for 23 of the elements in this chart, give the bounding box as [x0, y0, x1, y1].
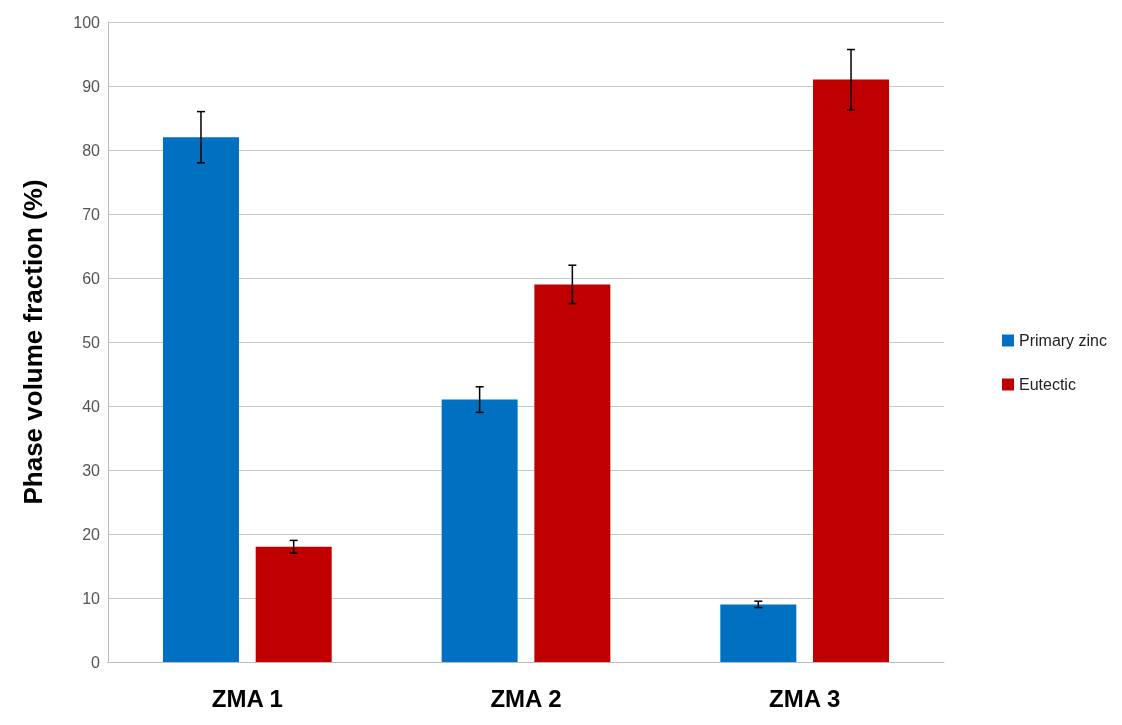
y-tick-label: 20 — [82, 525, 101, 543]
y-axis-title: Phase volume fraction (%) — [18, 179, 48, 505]
bar — [813, 79, 890, 662]
y-tick-label: 60 — [82, 269, 101, 287]
legend-label: Eutectic — [1018, 376, 1076, 393]
x-tick-label: ZMA 3 — [769, 684, 841, 712]
x-tick-label: ZMA 1 — [211, 684, 283, 712]
legend-label: Primary zinc — [1018, 332, 1108, 349]
bar — [162, 137, 239, 662]
x-tick-label: ZMA 2 — [490, 684, 562, 712]
y-tick-label: 40 — [82, 397, 101, 415]
y-tick-label: 70 — [82, 205, 101, 223]
y-tick-label: 10 — [82, 589, 101, 607]
y-tick-label: 100 — [73, 13, 101, 31]
y-tick-label: 90 — [82, 77, 101, 95]
bar — [534, 284, 611, 662]
y-tick-label: 50 — [82, 333, 101, 351]
y-tick-label: 80 — [82, 141, 101, 159]
bar — [441, 399, 518, 662]
y-tick-label: 0 — [91, 653, 101, 671]
y-tick-label: 30 — [82, 461, 101, 479]
bar — [720, 604, 797, 662]
bar — [255, 546, 332, 662]
